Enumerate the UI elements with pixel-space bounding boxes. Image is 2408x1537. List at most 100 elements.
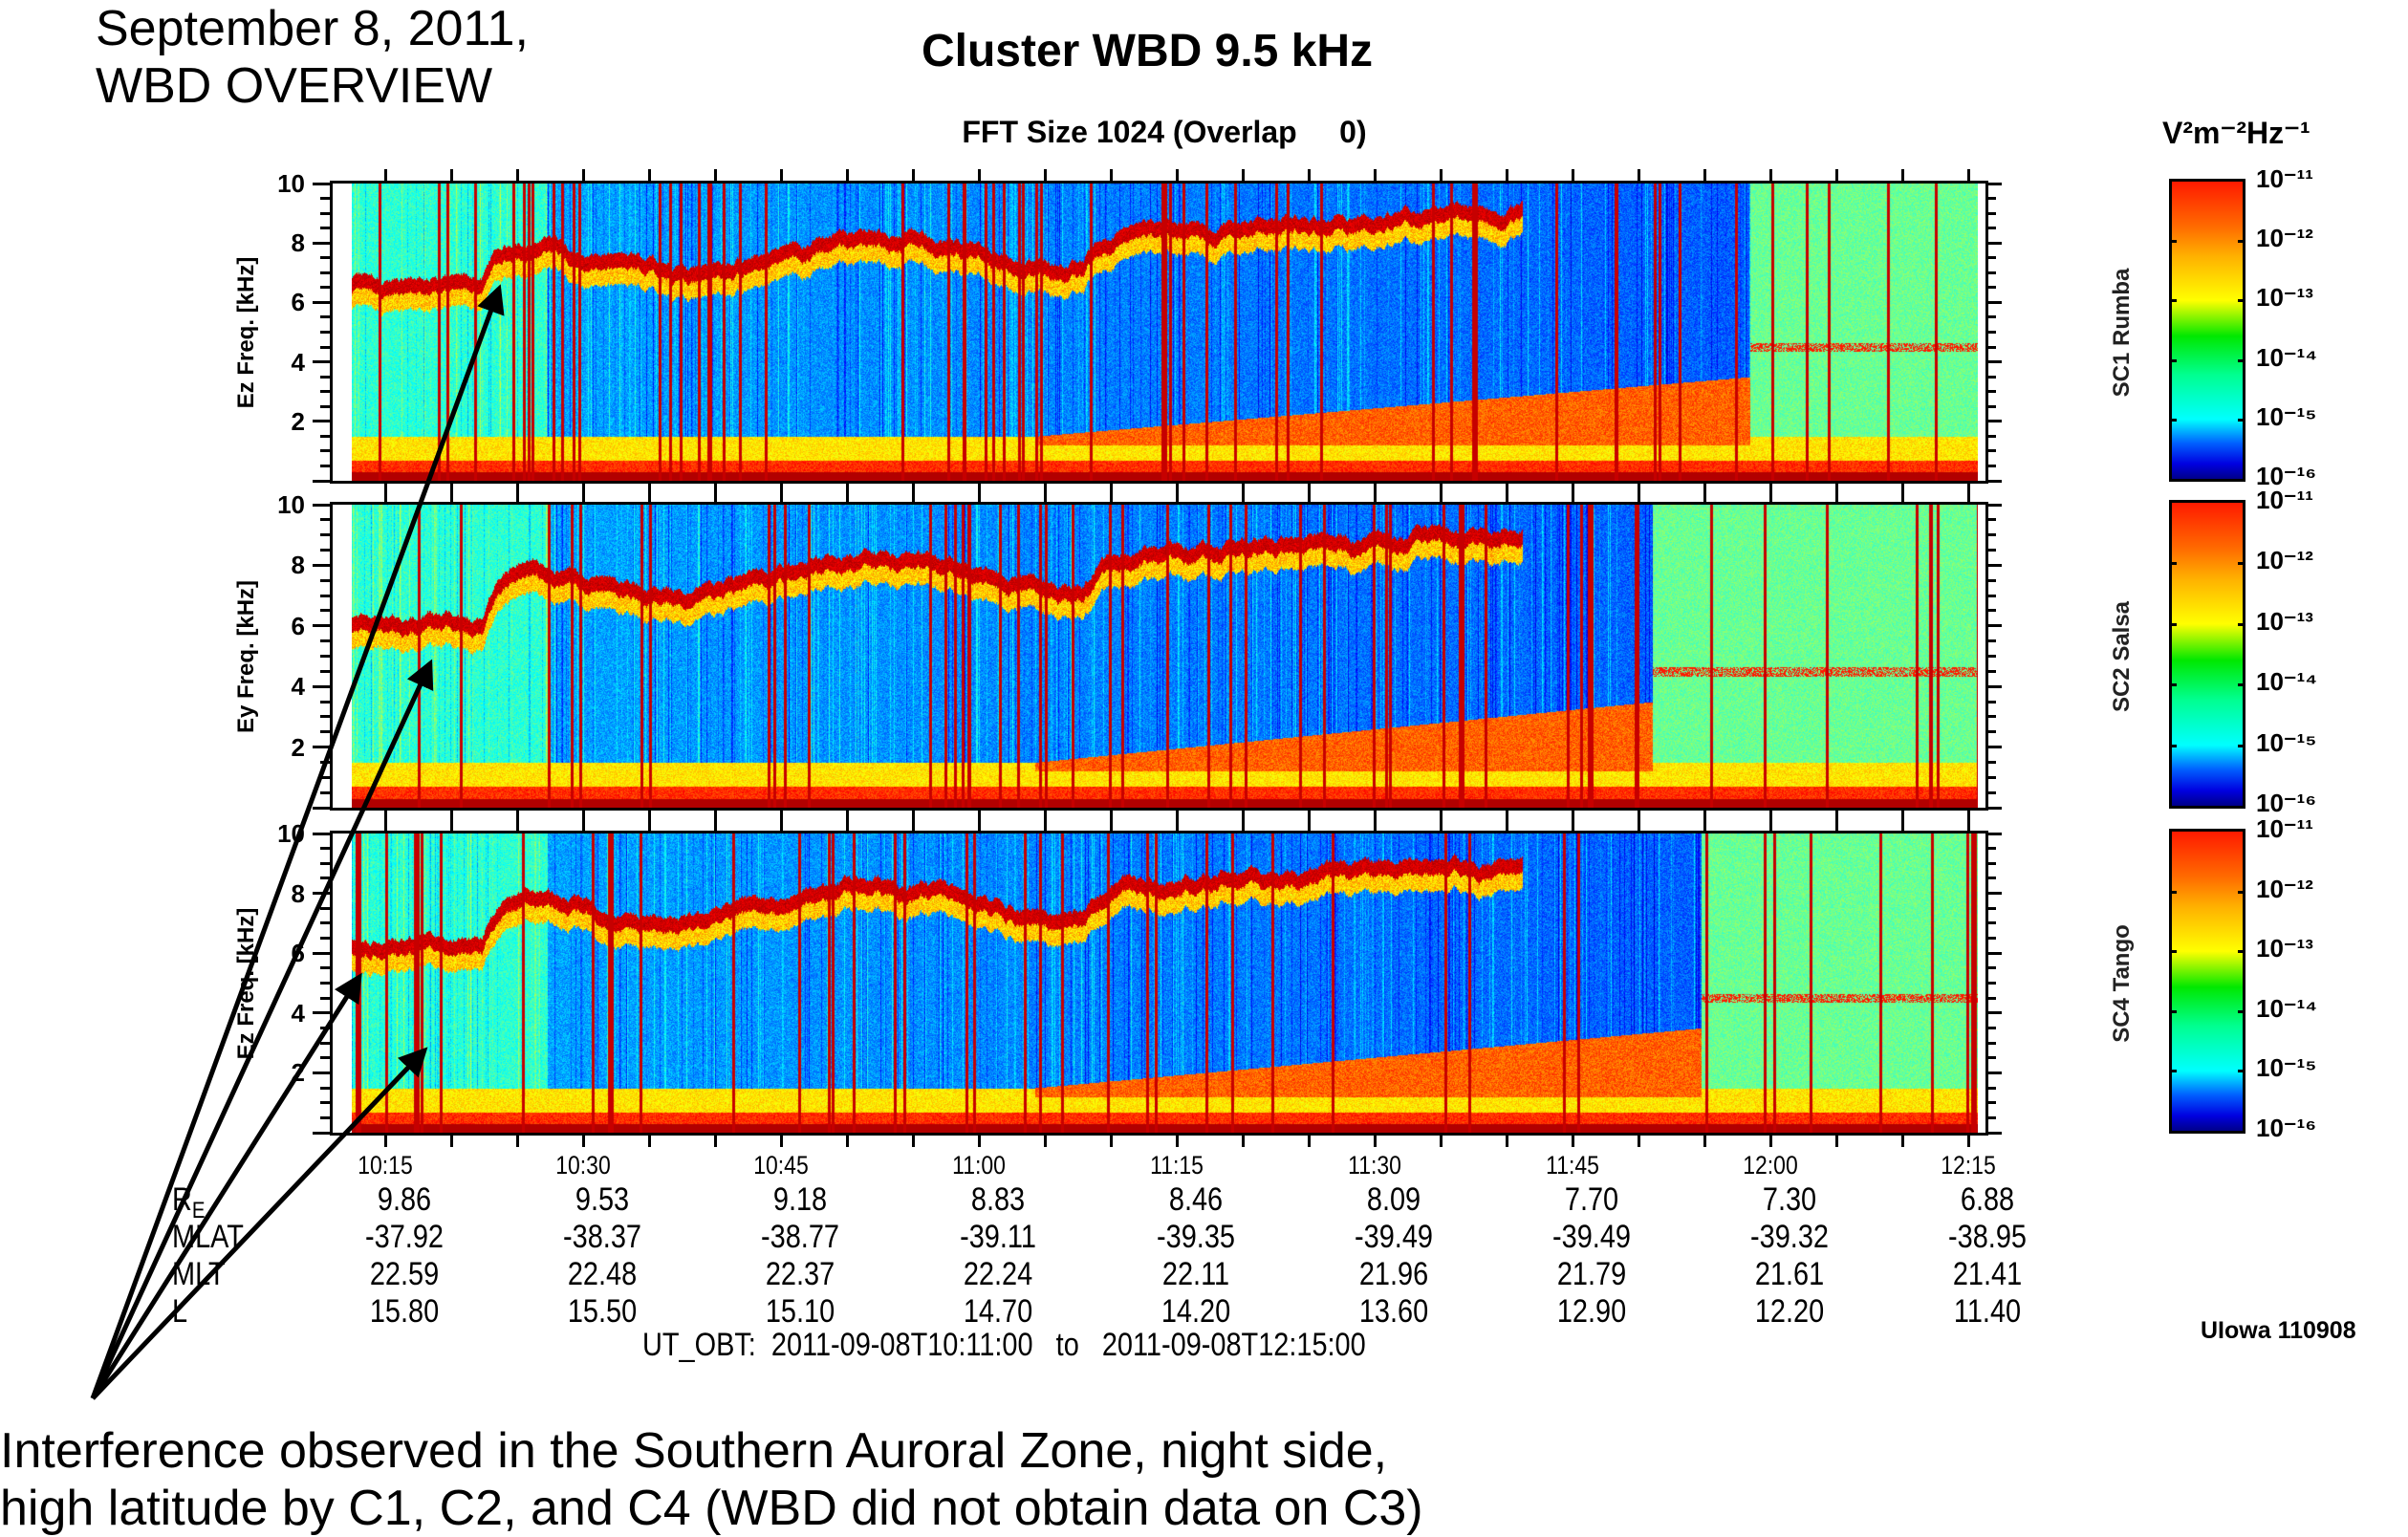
colorbar-tick-mark: [2238, 562, 2245, 566]
x-tick-mark-bottom: [977, 1136, 981, 1147]
colorbar-tick-mark: [2169, 683, 2177, 687]
y-tick-mark: [320, 1056, 330, 1060]
x-tick-label: 10:30: [555, 1151, 611, 1180]
x-tick-mark-top: [1241, 819, 1245, 831]
x-tick-mark-top: [1703, 490, 1706, 502]
x-tick-mark-bottom: [449, 1136, 453, 1147]
colorbar-tick-mark: [2238, 622, 2245, 626]
x-tick-mark-top: [1373, 819, 1377, 831]
y-tick-mark: [313, 1071, 330, 1074]
x-tick-mark-bottom: [581, 1136, 585, 1147]
x-tick-mark-top: [647, 819, 651, 831]
chart-title: Cluster WBD 9.5 kHz: [921, 26, 1374, 76]
x-tick-mark-top: [1834, 169, 1838, 181]
x-tick-mark-bottom: [1505, 811, 1508, 822]
y-tick-mark-right: [1988, 420, 2002, 423]
x-tick-mark-bottom: [1307, 484, 1311, 495]
x-tick-mark-top: [1505, 819, 1508, 831]
y-tick-mark-right: [1988, 256, 1996, 260]
y-tick-mark-right: [1988, 211, 1996, 215]
x-tick-label: 12:15: [1941, 1151, 1996, 1180]
y-tick-mark-right: [1988, 533, 1996, 537]
y-tick-label: 4: [291, 672, 305, 702]
x-tick-mark-bottom: [515, 1136, 519, 1147]
y-tick-label: 10: [277, 169, 305, 198]
x-tick-mark-bottom: [1505, 1136, 1508, 1147]
x-tick-mark-top: [911, 169, 915, 181]
x-tick-mark-bottom: [1966, 484, 1970, 495]
y-tick-mark: [320, 211, 330, 215]
y-tick-mark: [320, 197, 330, 201]
x-tick-mark-top: [713, 490, 717, 502]
y-tick-label: 4: [291, 998, 305, 1028]
x-tick-mark-bottom: [515, 811, 519, 822]
y-tick-mark: [320, 700, 330, 704]
arrow-sc4-lower: [91, 1047, 428, 1400]
x-tick-mark-bottom: [779, 484, 783, 495]
ephemeris-value: 22.11: [1161, 1256, 1230, 1292]
x-tick-mark-top: [1900, 169, 1904, 181]
x-tick-mark-bottom: [911, 1136, 915, 1147]
y-tick-mark-right: [1988, 639, 1996, 643]
x-tick-mark-top: [515, 819, 519, 831]
x-tick-mark-bottom: [383, 1136, 387, 1147]
x-tick-mark-bottom: [1439, 811, 1443, 822]
colorbar-tick-mark: [2169, 950, 2177, 954]
arrow-sc4-upper: [90, 972, 362, 1400]
ephemeris-value: -38.95: [1948, 1219, 2027, 1255]
y-tick-mark-right: [1988, 227, 1996, 230]
y-tick-mark: [320, 921, 330, 925]
y-tick-mark: [313, 479, 330, 483]
y-tick-mark: [320, 345, 330, 349]
y-tick-mark-right: [1988, 1115, 1996, 1119]
x-tick-mark-bottom: [1175, 1136, 1179, 1147]
y-tick-mark-right: [1988, 1041, 1996, 1045]
ephemeris-value: 22.48: [567, 1256, 638, 1292]
colorbar-tick-label: 10⁻¹⁶: [2256, 1114, 2317, 1142]
y-tick-mark-right: [1988, 1011, 2002, 1015]
ut-obt-range: UT_OBT: 2011-09-08T10:11:00 to 2011-09-0…: [642, 1327, 1366, 1363]
spectrogram-image-2: [352, 505, 1978, 808]
x-tick-mark-top: [1175, 490, 1179, 502]
colorbar-tick-mark: [2238, 418, 2245, 422]
x-tick-mark-top: [1307, 169, 1311, 181]
x-tick-mark-top: [449, 169, 453, 181]
x-tick-mark-bottom: [515, 484, 519, 495]
y-tick-mark: [313, 241, 330, 245]
x-tick-mark-top: [1834, 490, 1838, 502]
y-tick-mark-right: [1988, 331, 1996, 334]
x-tick-mark-top: [1109, 819, 1113, 831]
x-tick-label: 11:00: [952, 1151, 1006, 1180]
y-tick-mark-right: [1988, 241, 2002, 245]
ephemeris-value: 15.50: [567, 1293, 638, 1330]
y-tick-mark: [320, 404, 330, 408]
x-tick-mark-bottom: [1703, 1136, 1706, 1147]
y-tick-mark: [320, 790, 330, 794]
y-tick-mark: [320, 639, 330, 643]
x-tick-mark-top: [1571, 490, 1574, 502]
y-tick-mark: [320, 315, 330, 319]
x-tick-mark-bottom: [1703, 811, 1706, 822]
x-tick-mark-bottom: [647, 1136, 651, 1147]
x-tick-mark-top: [1834, 819, 1838, 831]
y-tick-mark: [320, 227, 330, 230]
x-tick-mark-top: [383, 169, 387, 181]
y-tick-mark: [313, 892, 330, 896]
x-tick-label: 11:45: [1546, 1151, 1599, 1180]
colorbar-tick-label: 10⁻¹³: [2256, 606, 2313, 636]
y-tick-mark: [313, 624, 330, 628]
y-tick-mark: [313, 806, 330, 810]
y-tick-mark: [320, 1086, 330, 1090]
x-tick-mark-top: [1109, 490, 1113, 502]
ephemeris-value: 14.20: [1161, 1293, 1231, 1330]
x-tick-mark-top: [779, 490, 783, 502]
y-tick-mark-right: [1988, 715, 1996, 719]
colorbar-tick-mark: [2238, 950, 2245, 954]
ephemeris-value: 22.37: [765, 1256, 835, 1292]
y-tick-label: 8: [291, 228, 305, 258]
y-tick-mark-right: [1988, 404, 1996, 408]
x-tick-mark-bottom: [383, 484, 387, 495]
colorbar-tick-label: 10⁻¹¹: [2256, 164, 2313, 193]
y-tick-label: 8: [291, 551, 305, 580]
y-tick-mark-right: [1988, 892, 2002, 896]
